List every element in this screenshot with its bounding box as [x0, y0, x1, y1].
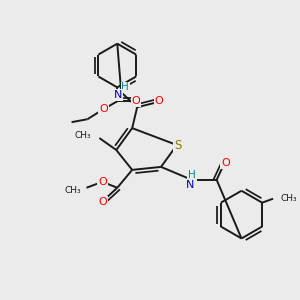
- Text: N: N: [186, 180, 194, 190]
- Text: O: O: [221, 158, 230, 168]
- Text: S: S: [174, 139, 182, 152]
- Text: N: N: [114, 90, 122, 100]
- Text: H: H: [188, 170, 196, 180]
- Text: O: O: [99, 104, 108, 114]
- Text: CH₃: CH₃: [65, 186, 82, 195]
- Text: O: O: [154, 96, 164, 106]
- Text: H: H: [121, 82, 129, 92]
- Text: O: O: [98, 177, 107, 187]
- Text: CH₃: CH₃: [75, 130, 92, 140]
- Text: O: O: [98, 197, 107, 207]
- Text: CH₃: CH₃: [280, 194, 297, 203]
- Text: O: O: [132, 96, 140, 106]
